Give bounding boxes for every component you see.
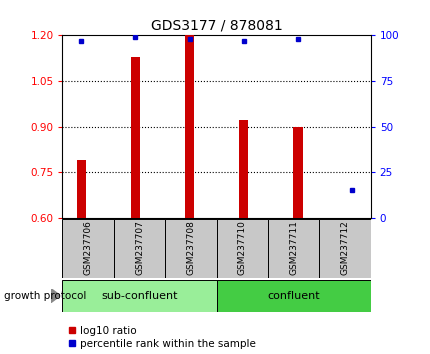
Polygon shape	[51, 289, 60, 303]
Bar	[77, 160, 86, 218]
Text: GSM237708: GSM237708	[186, 220, 195, 275]
Bar	[319, 219, 370, 278]
Bar	[238, 120, 248, 218]
Bar	[267, 219, 319, 278]
Text: sub-confluent: sub-confluent	[101, 291, 177, 301]
Text: GSM237711: GSM237711	[289, 220, 298, 275]
Text: confluent: confluent	[267, 291, 319, 301]
Bar	[130, 57, 140, 218]
Text: GSM237706: GSM237706	[83, 220, 92, 275]
Bar	[114, 219, 165, 278]
Legend: log10 ratio, percentile rank within the sample: log10 ratio, percentile rank within the …	[68, 326, 255, 349]
Text: GSM237710: GSM237710	[237, 220, 246, 275]
Bar	[216, 280, 370, 312]
Text: growth protocol: growth protocol	[4, 291, 86, 301]
Bar	[62, 280, 216, 312]
Text: GSM237707: GSM237707	[135, 220, 144, 275]
Bar	[62, 219, 114, 278]
Bar	[292, 126, 302, 218]
Bar	[184, 35, 194, 218]
Bar	[165, 219, 216, 278]
Bar	[216, 219, 267, 278]
Title: GDS3177 / 878081: GDS3177 / 878081	[150, 19, 282, 33]
Text: GSM237712: GSM237712	[340, 220, 349, 275]
